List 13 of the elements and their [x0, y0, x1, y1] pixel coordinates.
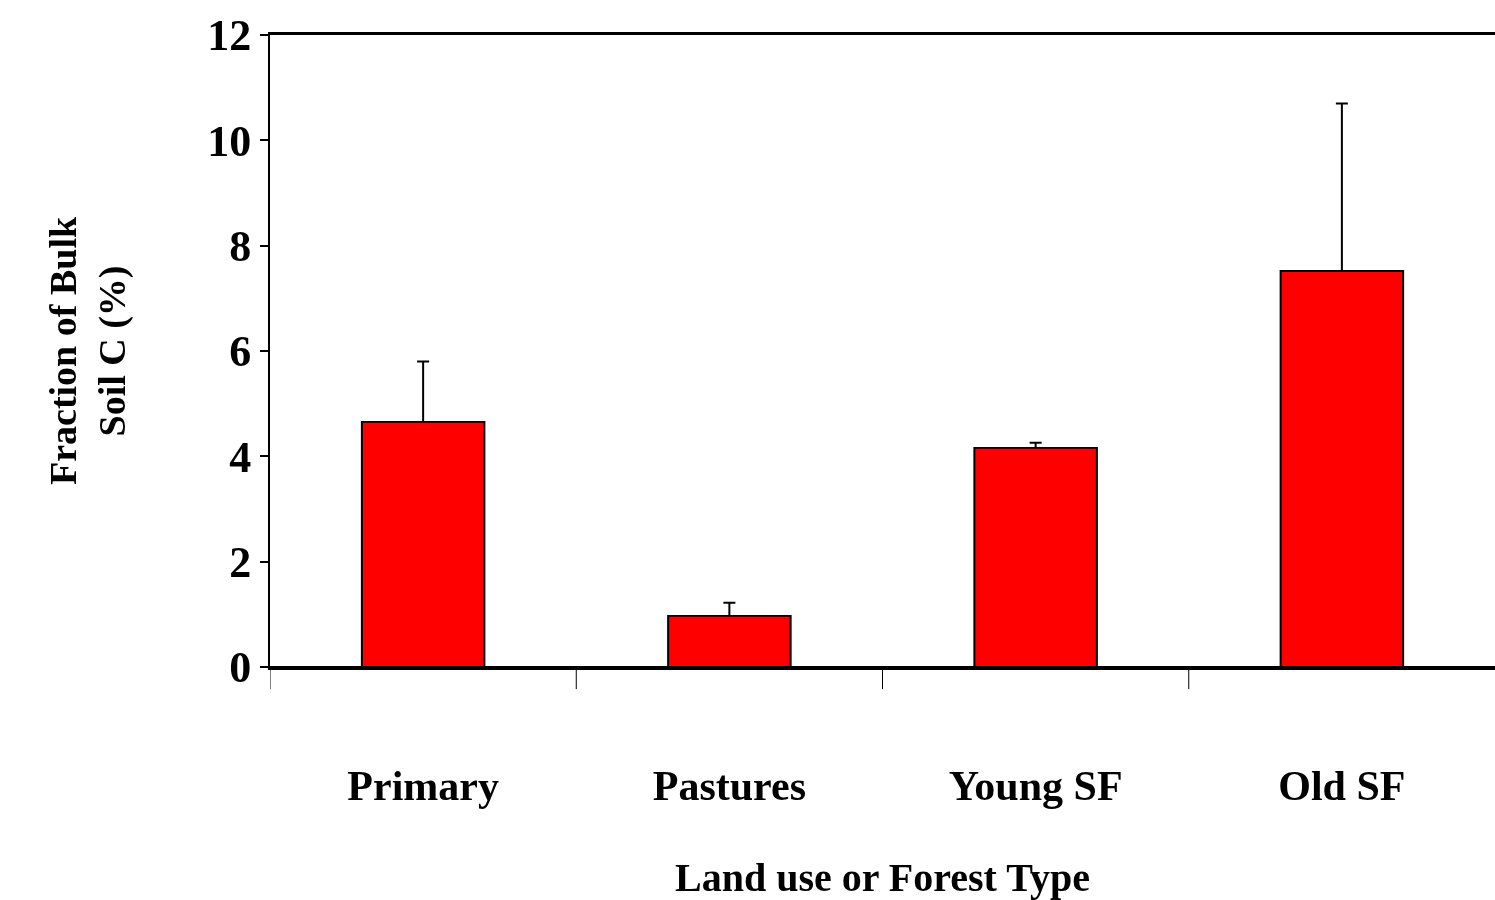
x-axis-title: Land use or Forest Type: [675, 855, 1090, 900]
x-tick-label: Young SF: [948, 763, 1123, 810]
y-tick-label: 4: [229, 432, 252, 482]
x-tick-label: Pastures: [652, 763, 806, 810]
x-tick-label: Old SF: [1278, 763, 1406, 810]
y-tick-label: 12: [207, 11, 252, 61]
y-axis-title: Fraction of Bulk Soil C (%): [41, 216, 134, 486]
y-tick-label: 10: [207, 116, 252, 166]
y-tick-label: 6: [229, 327, 252, 377]
y-tick-label: 2: [229, 538, 252, 588]
y-tick-label: 8: [229, 222, 252, 272]
y-tick-label: 0: [229, 643, 252, 693]
x-tick-label: Primary: [347, 763, 499, 810]
